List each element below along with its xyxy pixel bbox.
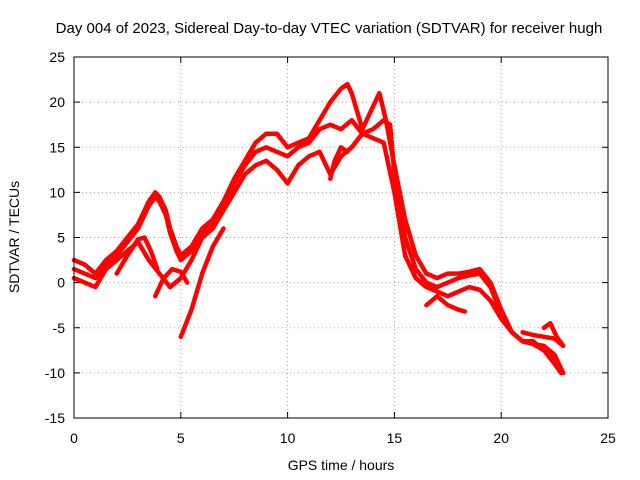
series-line-s2 (71, 117, 566, 376)
x-tick-label-4: 20 (493, 430, 509, 446)
x-tick-label-2: 10 (280, 430, 296, 446)
series-line-s5 (178, 226, 226, 340)
y-tick-label-1: -10 (45, 365, 65, 381)
x-tick-label-1: 5 (177, 430, 185, 446)
x-tick-label-3: 15 (387, 430, 403, 446)
y-tick-label-4: 5 (57, 230, 65, 246)
y-tick-label-3: 0 (57, 275, 65, 291)
x-tick-label-5: 25 (600, 430, 616, 446)
y-tick-label-2: -5 (53, 320, 66, 336)
series-line-s10 (328, 145, 350, 182)
series-line-s6 (114, 235, 160, 276)
x-axis-label: GPS time / hours (288, 457, 395, 473)
series-line-s1 (71, 81, 566, 376)
y-tick-label-8: 25 (49, 49, 65, 65)
series-line-s9 (541, 320, 566, 349)
x-tick-label-0: 0 (70, 430, 78, 446)
y-tick-label-0: -15 (45, 410, 65, 426)
tick-labels: 0 5 10 15 20 25 -15 -10 -5 0 5 10 15 20 25 (45, 49, 616, 446)
plot-series (71, 81, 566, 376)
series-line-s3 (71, 131, 564, 376)
series-line-s7 (424, 293, 468, 314)
grid-lines (73, 56, 609, 419)
y-tick-label-6: 15 (49, 139, 65, 155)
y-tick-label-7: 20 (49, 94, 65, 110)
y-axis-label: SDTVAR / TECUs (6, 181, 22, 293)
series-line-s4 (152, 266, 190, 299)
y-tick-label-5: 10 (49, 184, 65, 200)
chart-title: Day 004 of 2023, Sidereal Day-to-day VTE… (56, 20, 603, 37)
plot-frame (73, 56, 609, 419)
